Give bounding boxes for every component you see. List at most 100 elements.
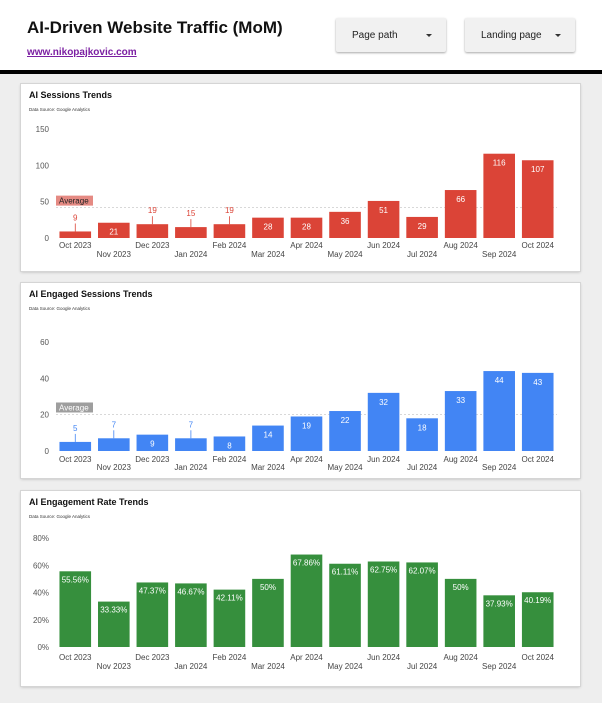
data-label: 47.37% bbox=[139, 586, 166, 595]
bar bbox=[367, 561, 400, 647]
data-label: 40.19% bbox=[524, 596, 551, 605]
bar bbox=[483, 595, 515, 647]
data-label: 28 bbox=[302, 223, 311, 232]
y-tick-label: 80% bbox=[33, 534, 49, 543]
x-tick-label: Oct 2024 bbox=[521, 653, 554, 662]
data-label: 51 bbox=[379, 206, 388, 215]
x-tick-label: Nov 2023 bbox=[97, 463, 132, 472]
y-tick-label: 100 bbox=[36, 161, 50, 170]
bar bbox=[329, 411, 361, 451]
bar bbox=[290, 416, 323, 451]
x-tick-label: Jan 2024 bbox=[174, 662, 207, 671]
engagement-rate-chart: AI Engagement Rate Trends Data Source: Go… bbox=[29, 497, 555, 671]
y-tick-label: 20% bbox=[33, 616, 49, 625]
bar bbox=[290, 217, 323, 238]
landing-page-filter[interactable]: Landing page bbox=[465, 18, 575, 52]
data-label: 19 bbox=[225, 206, 234, 215]
x-tick-label: May 2024 bbox=[327, 250, 363, 259]
landing-page-filter-label: Landing page bbox=[481, 30, 542, 41]
bar bbox=[252, 217, 284, 238]
data-label: 37.93% bbox=[486, 599, 513, 608]
bar bbox=[98, 222, 130, 238]
x-tick-label: Apr 2024 bbox=[290, 455, 323, 464]
data-label: 8 bbox=[227, 441, 232, 450]
x-tick-label: Oct 2023 bbox=[59, 653, 92, 662]
x-tick-label: Jun 2024 bbox=[367, 455, 400, 464]
data-label: 28 bbox=[264, 223, 273, 232]
data-label: 19 bbox=[148, 206, 157, 215]
x-tick-label: May 2024 bbox=[327, 662, 363, 671]
x-tick-label: Jul 2024 bbox=[407, 662, 438, 671]
x-tick-label: Jul 2024 bbox=[407, 250, 438, 259]
x-tick-label: Nov 2023 bbox=[97, 250, 132, 259]
y-tick-label: 50 bbox=[40, 198, 49, 207]
y-tick-label: 40% bbox=[33, 589, 49, 598]
data-label: 15 bbox=[186, 209, 195, 218]
chart-subtitle: Data Source: Google Analytics bbox=[29, 107, 91, 112]
data-label: 62.07% bbox=[409, 566, 436, 575]
average-label: Average bbox=[59, 403, 89, 412]
y-tick-label: 0 bbox=[45, 234, 50, 243]
y-tick-label: 150 bbox=[36, 125, 50, 134]
engagement-rate-chart-card: AI Engagement Rate Trends Data Source: Go… bbox=[21, 491, 580, 686]
x-tick-label: Oct 2024 bbox=[521, 241, 554, 250]
bar bbox=[136, 582, 169, 647]
dropdown-arrow-icon bbox=[555, 34, 561, 37]
data-label: 44 bbox=[495, 376, 504, 385]
chart-title: AI Engaged Sessions Trends bbox=[29, 289, 153, 299]
data-label: 43 bbox=[533, 378, 542, 387]
x-tick-label: Dec 2023 bbox=[135, 241, 170, 250]
data-label: 107 bbox=[531, 165, 545, 174]
engaged-sessions-chart-card: AI Engaged Sessions Trends Data Source: G… bbox=[21, 283, 580, 478]
sessions-chart-card: AI Sessions Trends Data Source: Google An… bbox=[21, 84, 580, 271]
website-link[interactable]: www.nikopajkovic.com bbox=[27, 47, 137, 58]
x-tick-label: Oct 2023 bbox=[59, 241, 92, 250]
data-label: 116 bbox=[493, 159, 506, 168]
bar bbox=[406, 562, 438, 647]
bar bbox=[136, 224, 169, 238]
x-tick-label: Sep 2024 bbox=[482, 250, 517, 259]
data-label: 18 bbox=[418, 423, 427, 432]
x-tick-label: Sep 2024 bbox=[482, 662, 517, 671]
data-label: 55.56% bbox=[62, 575, 89, 584]
x-tick-label: Aug 2024 bbox=[444, 653, 479, 662]
data-label: 33 bbox=[456, 396, 465, 405]
x-tick-label: Apr 2024 bbox=[290, 653, 323, 662]
bar bbox=[213, 589, 246, 647]
bar bbox=[59, 231, 92, 238]
data-label: 5 bbox=[73, 424, 78, 433]
bar bbox=[329, 211, 361, 238]
bar bbox=[98, 601, 130, 647]
y-tick-label: 60 bbox=[40, 338, 49, 347]
bar bbox=[213, 436, 246, 451]
x-tick-label: Feb 2024 bbox=[213, 653, 247, 662]
page-path-filter[interactable]: Page path bbox=[336, 18, 446, 52]
data-label: 50% bbox=[453, 583, 469, 592]
average-label-background bbox=[56, 195, 93, 206]
x-tick-label: Nov 2023 bbox=[97, 662, 132, 671]
bar bbox=[98, 438, 130, 451]
data-label: 42.11% bbox=[216, 594, 243, 603]
bar bbox=[521, 592, 554, 647]
x-tick-label: Dec 2023 bbox=[135, 455, 170, 464]
sessions-chart: AI Sessions Trends Data Source: Google An… bbox=[29, 90, 557, 259]
data-label: 9 bbox=[73, 213, 78, 222]
bar bbox=[136, 434, 169, 451]
bar bbox=[521, 160, 554, 238]
data-label: 29 bbox=[418, 222, 427, 231]
data-label: 66 bbox=[456, 195, 465, 204]
bar bbox=[59, 441, 92, 451]
x-tick-label: Mar 2024 bbox=[251, 662, 285, 671]
x-tick-label: Sep 2024 bbox=[482, 463, 517, 472]
data-label: 62.75% bbox=[370, 566, 397, 575]
bar bbox=[290, 554, 323, 647]
y-tick-label: 0% bbox=[37, 643, 49, 652]
bar bbox=[59, 571, 92, 647]
x-tick-label: Feb 2024 bbox=[213, 455, 247, 464]
report-title: AI-Driven Website Traffic (MoM) bbox=[27, 18, 283, 37]
average-label-background bbox=[56, 402, 93, 413]
data-label: 32 bbox=[379, 398, 388, 407]
data-label: 21 bbox=[109, 228, 118, 237]
bar bbox=[175, 227, 207, 238]
x-tick-label: Oct 2023 bbox=[59, 455, 92, 464]
